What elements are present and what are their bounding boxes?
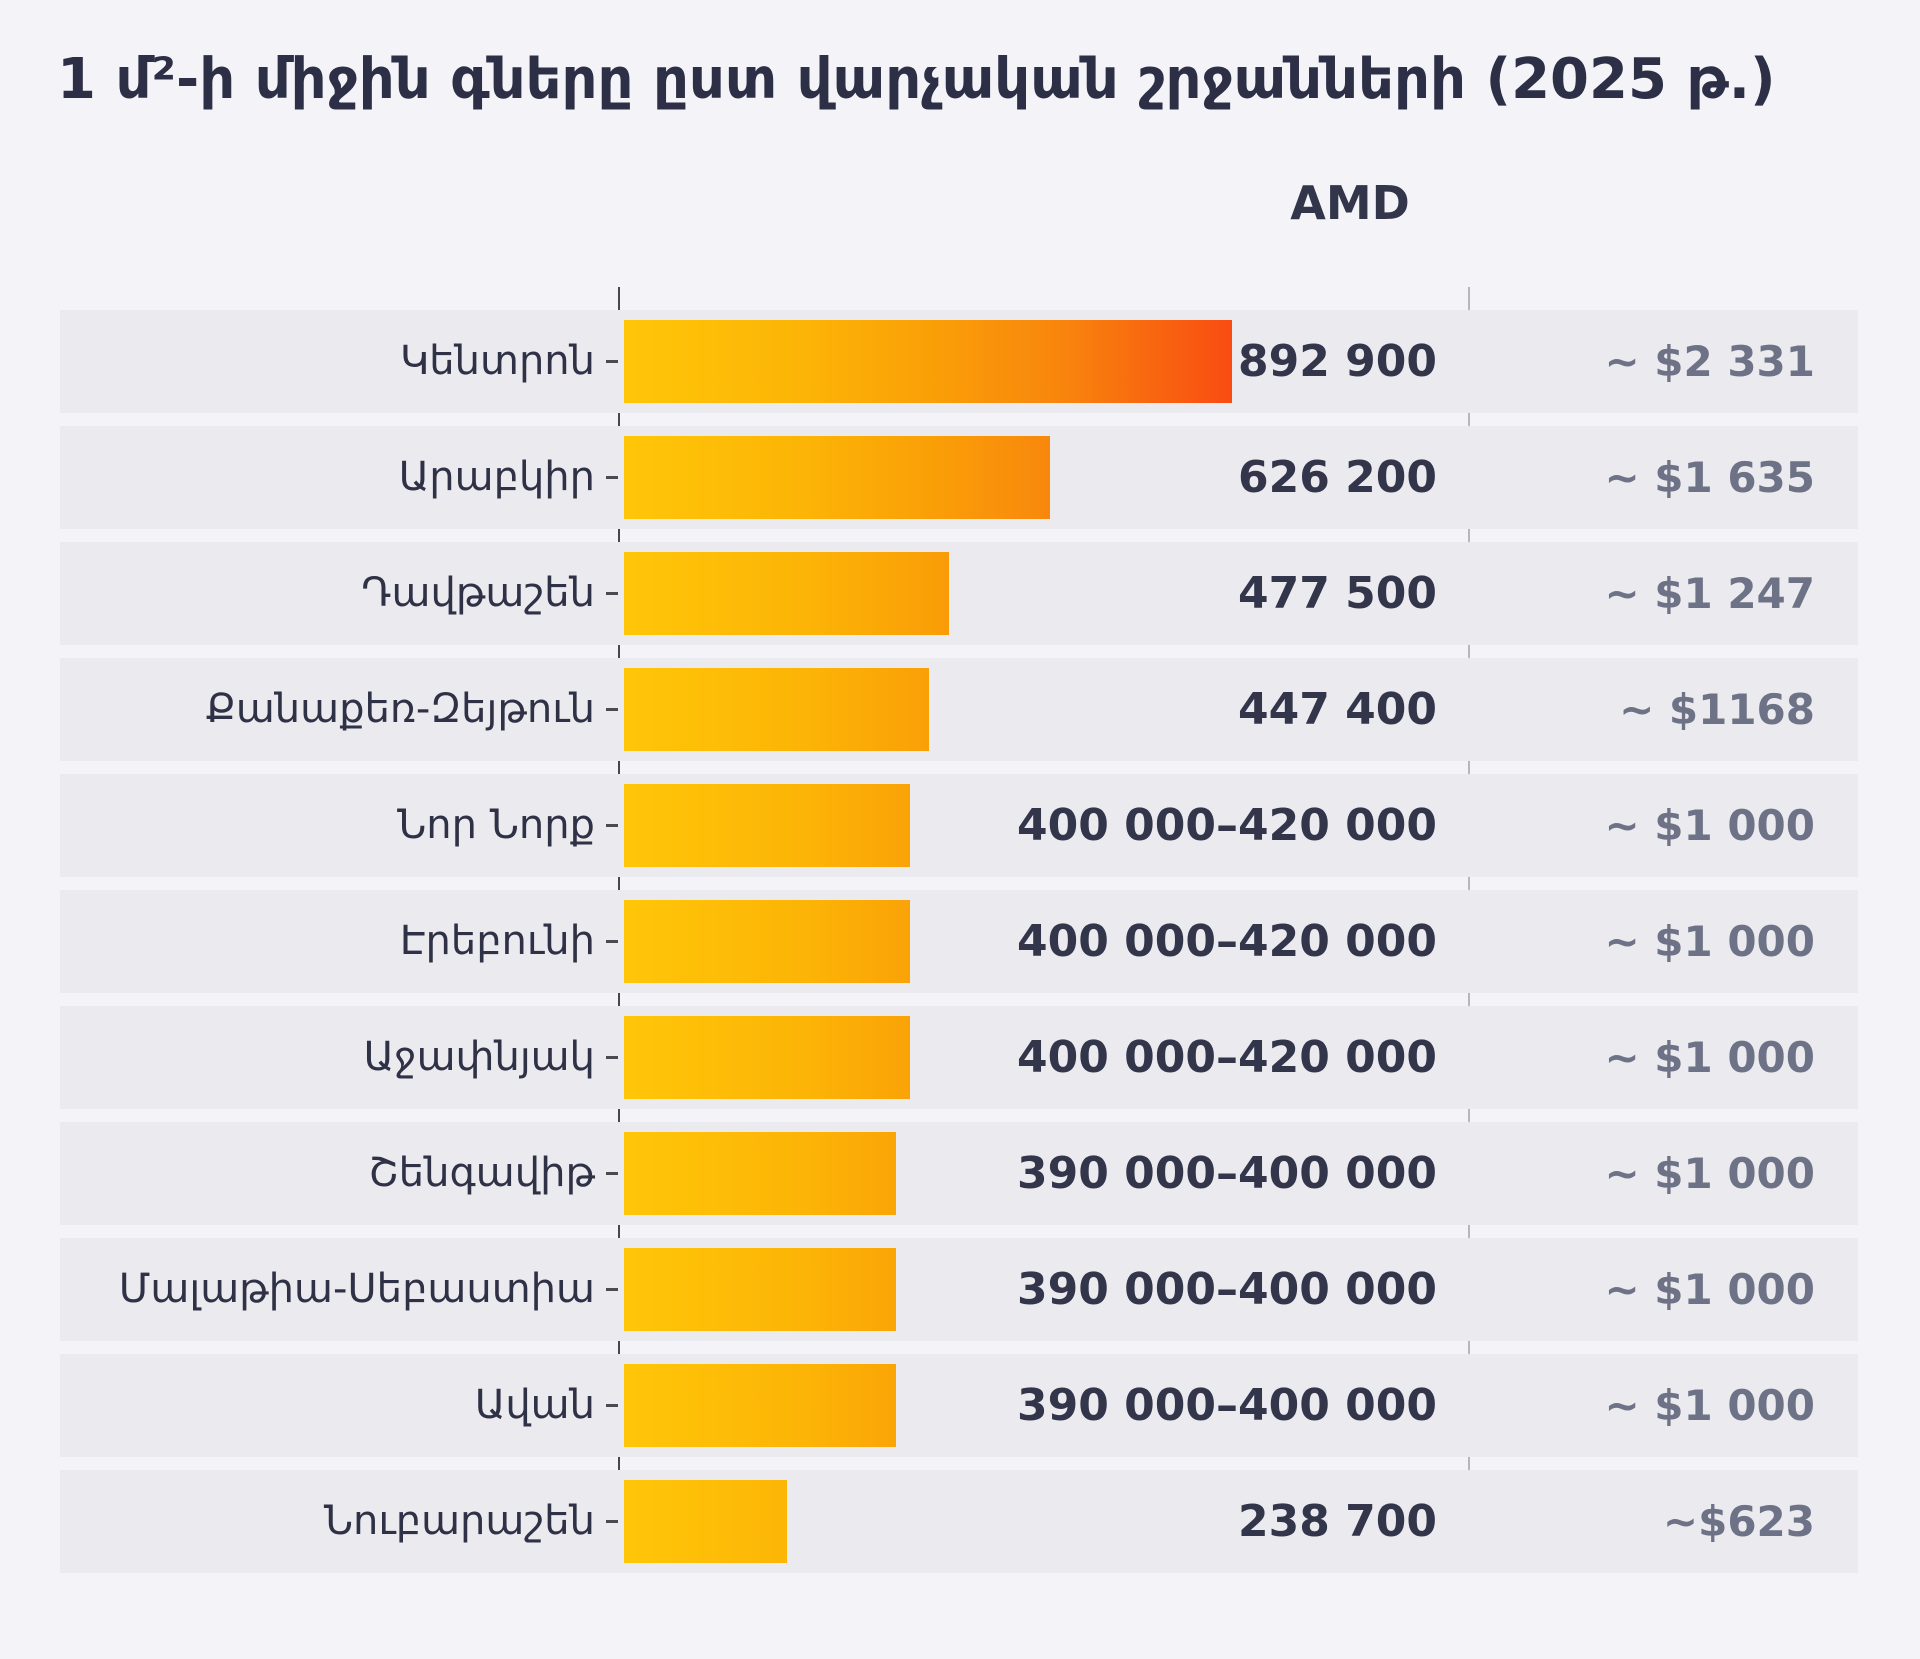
district-label: Էրեբունի (399, 918, 595, 964)
chart-row: Նուբարաշեն 238 700 ~$623 (60, 1470, 1858, 1573)
usd-value: ~ $1 000 (1604, 1033, 1815, 1082)
value-bar (624, 1480, 787, 1563)
chart-row: Դավթաշեն 477 500 ~ $1 247 (60, 542, 1858, 645)
usd-value: ~ $1168 (1619, 685, 1815, 734)
value-bar (624, 1364, 896, 1447)
value-bar (624, 320, 1232, 403)
amd-value: 390 000–400 000 (1016, 1380, 1437, 1431)
district-label: Նուբարաշեն (323, 1498, 595, 1544)
chart-row: Աջափնյակ 400 000–420 000 ~ $1 000 (60, 1006, 1858, 1109)
axis-tick (606, 940, 618, 943)
district-label: Ավան (474, 1382, 595, 1428)
currency-header: AMD (1290, 176, 1410, 230)
chart-row: Կենտրոն 892 900 ~ $2 331 (60, 310, 1858, 413)
axis-tick (606, 1520, 618, 1523)
chart-row: Էրեբունի 400 000–420 000 ~ $1 000 (60, 890, 1858, 993)
axis-tick (606, 1056, 618, 1059)
district-label: Քանաքեռ-Զեյթուն (205, 686, 595, 732)
amd-value: 390 000–400 000 (1016, 1148, 1437, 1199)
value-bar (624, 900, 910, 983)
district-label: Արաբկիր (398, 454, 595, 500)
amd-value: 400 000–420 000 (1016, 916, 1437, 967)
amd-value: 390 000–400 000 (1016, 1264, 1437, 1315)
value-bar (624, 1016, 910, 1099)
axis-tick (606, 1172, 618, 1175)
axis-tick (606, 1288, 618, 1291)
amd-value: 238 700 (1237, 1496, 1437, 1547)
value-bar (624, 668, 929, 751)
amd-value: 400 000–420 000 (1016, 1032, 1437, 1083)
axis-tick (606, 592, 618, 595)
usd-value: ~ $1 000 (1604, 801, 1815, 850)
chart-row: Քանաքեռ-Զեյթուն 447 400 ~ $1168 (60, 658, 1858, 761)
chart-row: Արաբկիր 626 200 ~ $1 635 (60, 426, 1858, 529)
value-bar (624, 784, 910, 867)
amd-value: 400 000–420 000 (1016, 800, 1437, 851)
usd-value: ~ $1 000 (1604, 917, 1815, 966)
district-label: Մալաթիա-Սեբաստիա (118, 1266, 595, 1312)
district-label: Կենտրոն (400, 338, 595, 384)
usd-value: ~ $1 000 (1604, 1381, 1815, 1430)
bar-chart: Կենտրոն 892 900 ~ $2 331 Արաբկիր 626 200… (60, 310, 1858, 1586)
axis-tick (606, 708, 618, 711)
axis-tick (606, 824, 618, 827)
usd-value: ~ $1 247 (1604, 569, 1815, 618)
chart-row: Ավան 390 000–400 000 ~ $1 000 (60, 1354, 1858, 1457)
usd-value: ~ $1 635 (1604, 453, 1815, 502)
district-label: Դավթաշեն (361, 570, 595, 616)
value-bar (624, 552, 949, 635)
amd-value: 892 900 (1237, 336, 1437, 387)
usd-value: ~ $1 000 (1604, 1265, 1815, 1314)
usd-value: ~$623 (1662, 1497, 1815, 1546)
value-bar (624, 1248, 896, 1331)
chart-row: Շենգավիթ 390 000–400 000 ~ $1 000 (60, 1122, 1858, 1225)
value-bar (624, 1132, 896, 1215)
amd-value: 447 400 (1237, 684, 1437, 735)
axis-tick (606, 476, 618, 479)
value-bar (624, 436, 1050, 519)
chart-row: Նոր Նորք 400 000–420 000 ~ $1 000 (60, 774, 1858, 877)
axis-tick (606, 360, 618, 363)
usd-value: ~ $1 000 (1604, 1149, 1815, 1198)
amd-value: 477 500 (1237, 568, 1437, 619)
district-label: Նոր Նորք (397, 802, 595, 848)
axis-tick (606, 1404, 618, 1407)
usd-value: ~ $2 331 (1604, 337, 1815, 386)
page-title: 1 մ²-ի միջին գները ըստ վարչական շրջաններ… (57, 47, 1776, 112)
amd-value: 626 200 (1237, 452, 1437, 503)
district-label: Շենգավիթ (368, 1150, 595, 1196)
district-label: Աջափնյակ (363, 1034, 595, 1080)
chart-row: Մալաթիա-Սեբաստիա 390 000–400 000 ~ $1 00… (60, 1238, 1858, 1341)
